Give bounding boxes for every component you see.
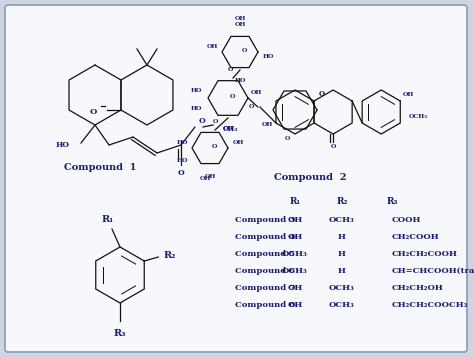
Text: HO: HO (176, 141, 188, 146)
Text: R₂: R₂ (164, 251, 176, 260)
Text: Compound 4: Compound 4 (235, 233, 295, 241)
Text: R₂: R₂ (337, 197, 348, 206)
Text: H: H (338, 250, 346, 258)
Text: O: O (249, 105, 255, 110)
Text: OH: OH (287, 216, 302, 224)
Text: OCH₃: OCH₃ (409, 114, 428, 119)
Text: H: H (338, 267, 346, 275)
Text: HO: HO (191, 87, 202, 92)
Text: OCH₃: OCH₃ (329, 284, 355, 292)
Text: OH: OH (261, 121, 273, 126)
Text: OCH₃: OCH₃ (282, 267, 308, 275)
Text: OH: OH (287, 301, 302, 309)
Text: R₁: R₁ (102, 215, 114, 223)
Text: H: H (338, 233, 346, 241)
Text: O: O (178, 169, 184, 177)
Text: HO: HO (176, 157, 188, 162)
Text: Compound 6: Compound 6 (235, 267, 295, 275)
Text: OH: OH (234, 21, 246, 26)
Text: OH: OH (250, 91, 262, 96)
Text: OH: OH (232, 141, 244, 146)
Text: OH: OH (287, 284, 302, 292)
Text: O: O (228, 67, 233, 72)
Text: O: O (199, 117, 206, 125)
Text: Compound  2: Compound 2 (274, 174, 346, 182)
Text: OH: OH (287, 233, 302, 241)
Text: R₁: R₁ (290, 197, 301, 206)
Text: O: O (284, 136, 290, 141)
Text: Compound 5: Compound 5 (235, 250, 295, 258)
Text: OH: OH (234, 16, 246, 21)
Text: OH: OH (204, 174, 216, 178)
Text: OH: OH (206, 45, 218, 50)
Text: O: O (241, 47, 246, 52)
Text: CH₂CH₂COOH: CH₂CH₂COOH (392, 250, 458, 258)
Text: HO: HO (56, 141, 70, 149)
Text: HO: HO (191, 106, 202, 111)
Text: OH: OH (199, 176, 210, 181)
Text: CH₃: CH₃ (223, 125, 238, 133)
Text: O: O (229, 94, 235, 99)
Text: OH: OH (222, 126, 234, 131)
Text: OCH₃: OCH₃ (329, 301, 355, 309)
Text: OCH₃: OCH₃ (329, 216, 355, 224)
Text: HO: HO (234, 77, 246, 82)
Text: COOH: COOH (392, 216, 421, 224)
Text: Compound 8: Compound 8 (235, 301, 295, 309)
Text: O: O (211, 144, 217, 149)
Text: CH₂CH₂OH: CH₂CH₂OH (392, 284, 444, 292)
FancyBboxPatch shape (5, 5, 467, 352)
Text: CH₂COOH: CH₂COOH (392, 233, 439, 241)
Text: O: O (330, 144, 336, 149)
Text: CH=CHCOOH(trans): CH=CHCOOH(trans) (392, 267, 474, 275)
Text: O: O (89, 108, 97, 116)
Text: Compound 3: Compound 3 (235, 216, 295, 224)
Text: R₃: R₃ (386, 197, 398, 206)
Text: CH₂CH₂COOCH₃: CH₂CH₂COOCH₃ (392, 301, 468, 309)
Text: O: O (212, 119, 218, 124)
Text: OH: OH (403, 91, 415, 96)
Text: R₃: R₃ (114, 328, 126, 337)
Text: Compound 7: Compound 7 (235, 284, 295, 292)
Text: HO: HO (262, 55, 273, 60)
Text: OCH₃: OCH₃ (282, 250, 308, 258)
Text: Compound  1: Compound 1 (64, 164, 136, 172)
Text: O: O (319, 90, 325, 97)
